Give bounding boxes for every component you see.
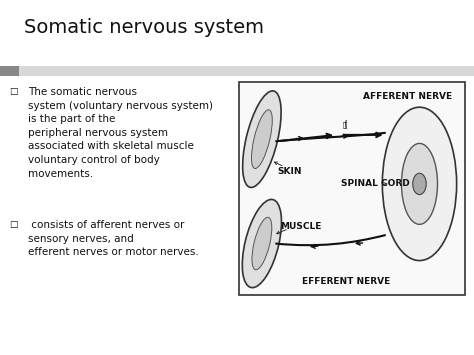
Bar [0,66,19,76]
Text: Somatic nervous system: Somatic nervous system [24,18,264,37]
Text: The somatic nervous
system (voluntary nervous system)
is the part of the
periphe: The somatic nervous system (voluntary ne… [28,87,213,179]
Text: □: □ [9,87,18,96]
Ellipse shape [413,173,426,195]
Bar [239,82,465,295]
Ellipse shape [242,200,282,288]
Ellipse shape [252,217,272,270]
Text: consists of afferent nerves or
sensory nerves, and
efferent nerves or motor nerv: consists of afferent nerves or sensory n… [28,220,199,257]
Text: 🌿: 🌿 [343,121,347,127]
Text: EFFERENT NERVE: EFFERENT NERVE [302,277,391,286]
Ellipse shape [401,143,438,224]
Text: SKIN: SKIN [278,166,302,176]
Text: AFFERENT NERVE: AFFERENT NERVE [363,92,452,101]
Ellipse shape [383,107,456,261]
Ellipse shape [252,110,272,169]
Bar [19,66,474,76]
Text: SPINAL CORD: SPINAL CORD [341,179,410,189]
Text: □: □ [9,220,18,229]
Text: MUSCLE: MUSCLE [280,222,321,231]
Ellipse shape [243,91,281,187]
